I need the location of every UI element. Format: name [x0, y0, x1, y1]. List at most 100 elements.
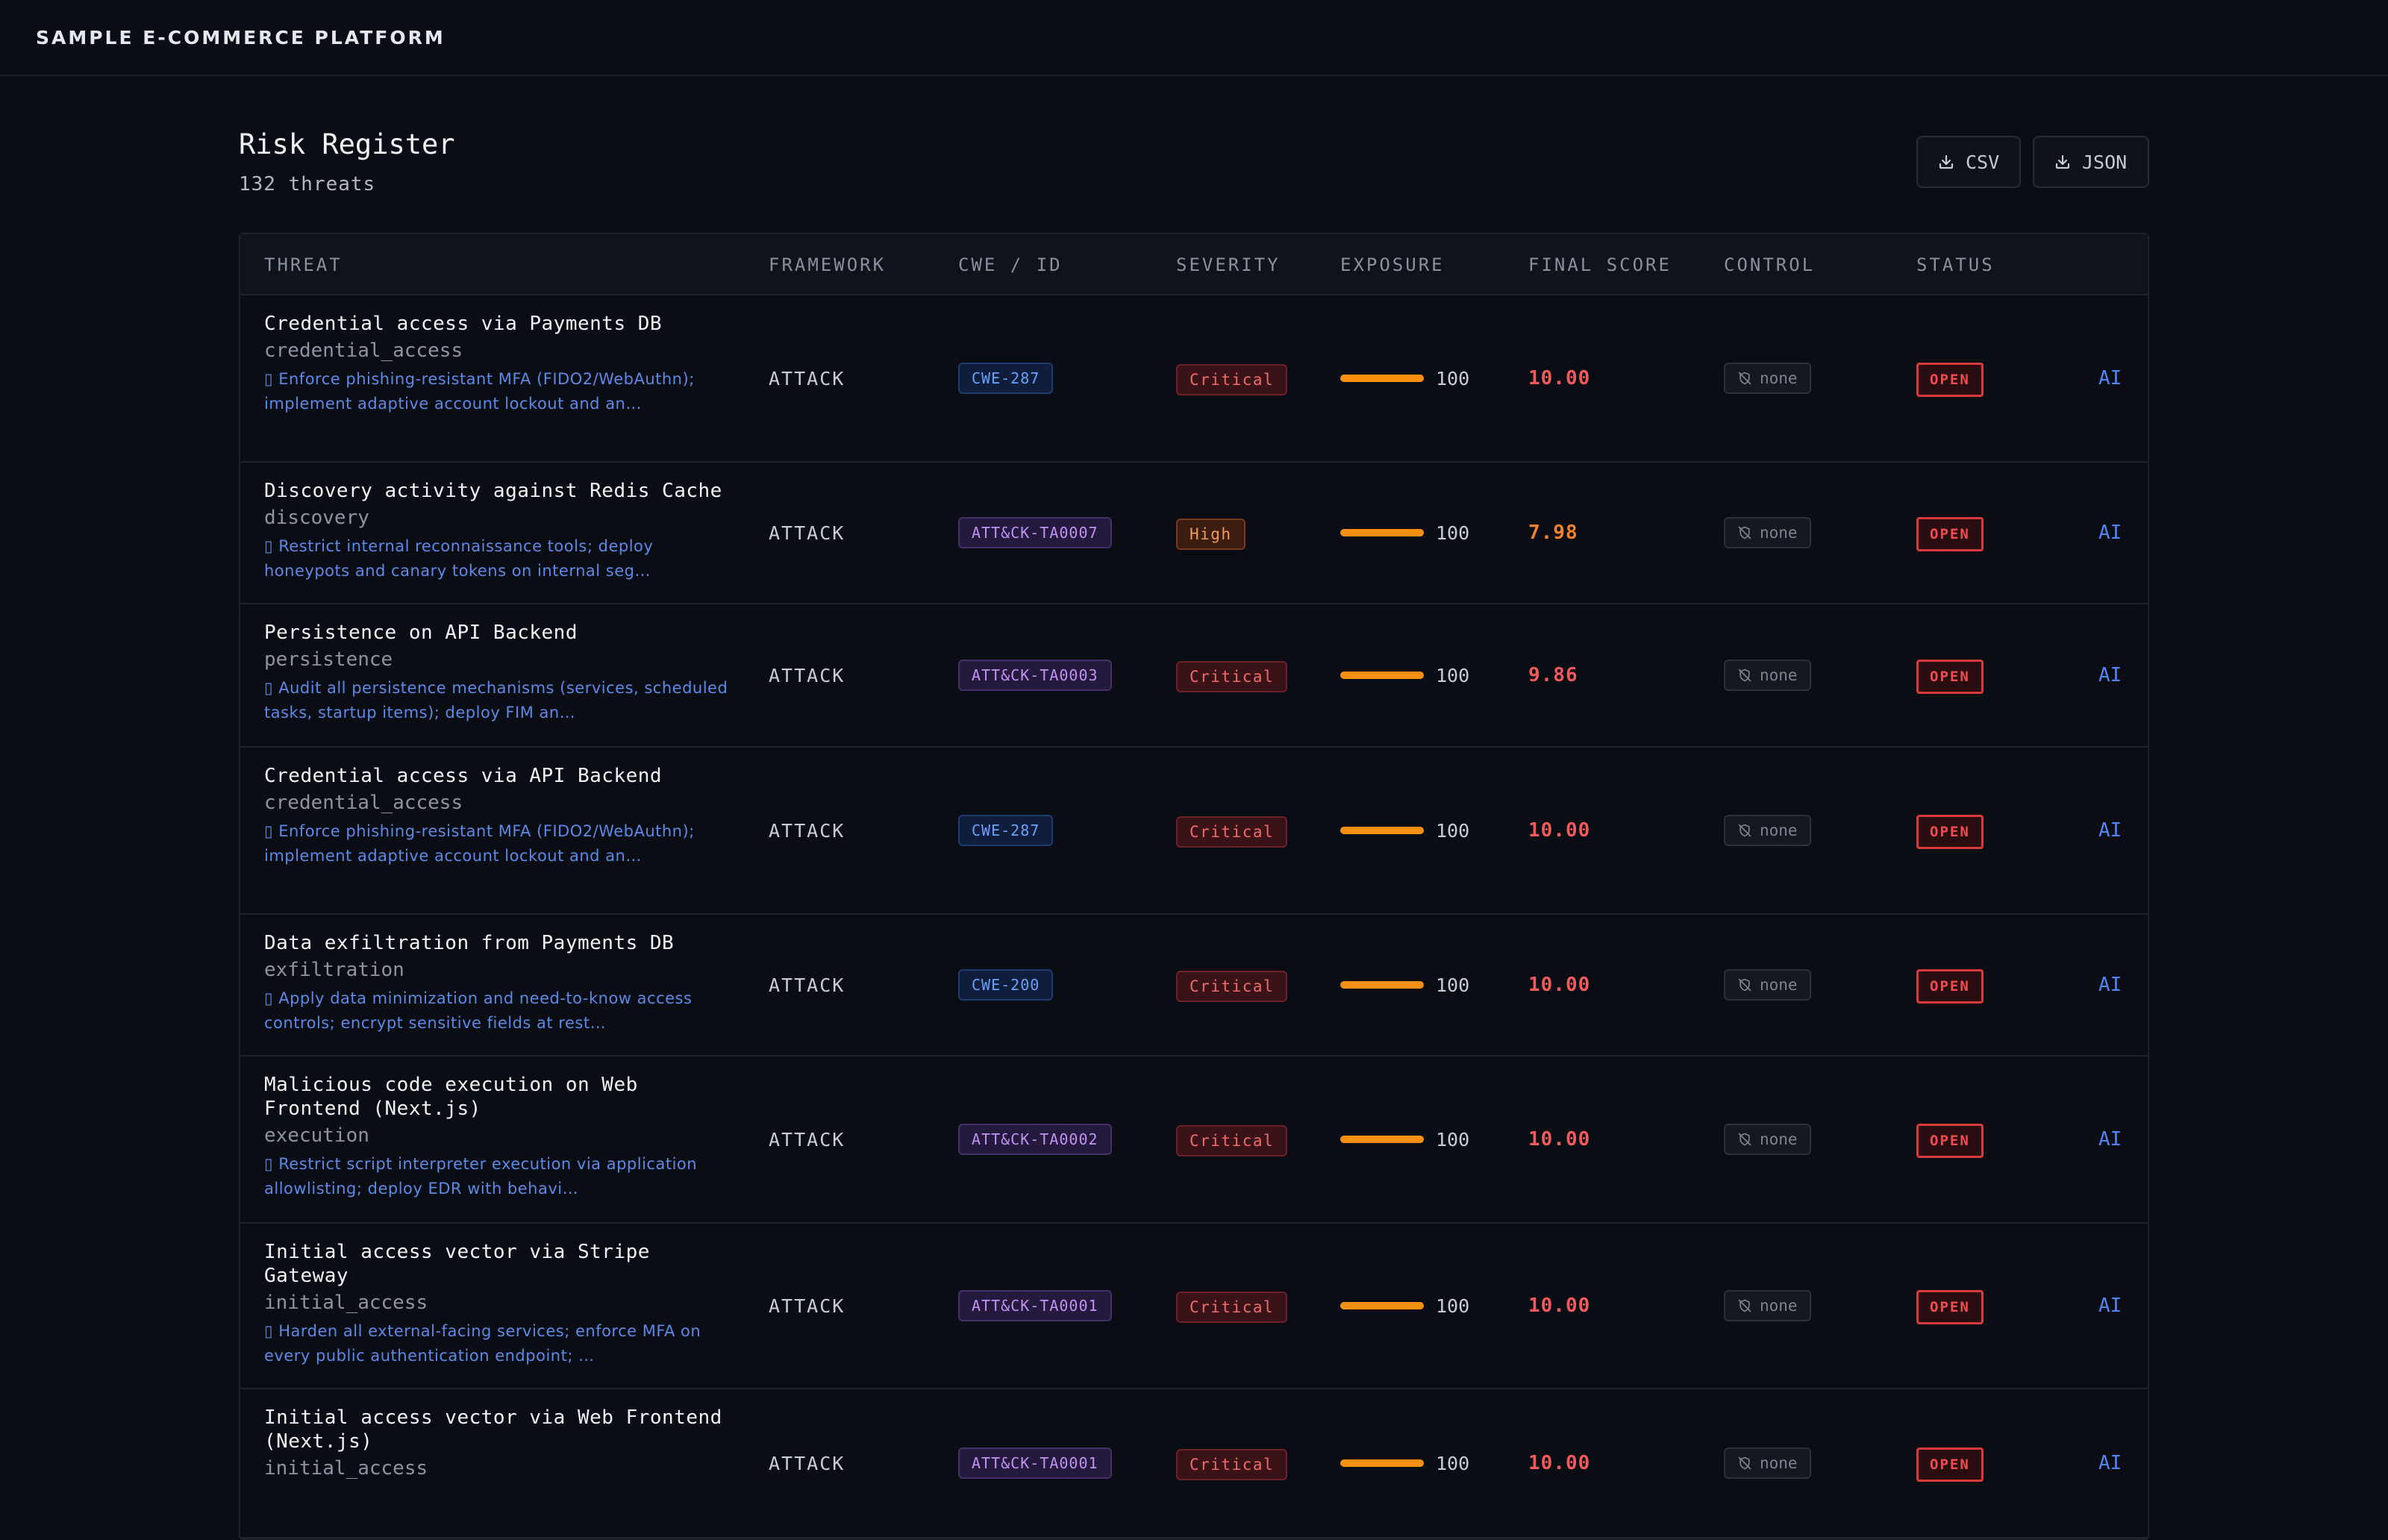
- cwe-cell: CWE-287: [958, 748, 1054, 913]
- column-header-threat[interactable]: THREAT: [264, 254, 343, 275]
- exposure-bar: [1340, 1136, 1424, 1143]
- status-badge[interactable]: OPEN: [1916, 1124, 1984, 1158]
- ai-button[interactable]: AI: [2098, 664, 2122, 686]
- severity-badge: Critical: [1176, 971, 1288, 1002]
- cwe-cell: ATT&CK-TA0001: [958, 1224, 1112, 1388]
- cwe-badge[interactable]: CWE-287: [958, 363, 1054, 394]
- table-row[interactable]: Malicious code execution on Web Frontend…: [240, 1057, 2148, 1224]
- threat-name[interactable]: Initial access vector via Stripe Gateway: [264, 1241, 650, 1287]
- column-header-cwe[interactable]: CWE / ID: [958, 254, 1063, 275]
- table-row[interactable]: Discovery activity against Redis Cache d…: [240, 463, 2148, 604]
- table-row[interactable]: Credential access via Payments DB creden…: [240, 295, 2148, 463]
- column-header-exposure[interactable]: EXPOSURE: [1340, 254, 1445, 275]
- control-label: none: [1760, 524, 1798, 542]
- status-badge[interactable]: OPEN: [1916, 363, 1984, 397]
- ai-button[interactable]: AI: [2098, 367, 2122, 389]
- ai-button[interactable]: AI: [2098, 1295, 2122, 1317]
- cwe-badge[interactable]: ATT&CK-TA0003: [958, 660, 1112, 691]
- control-cell: none: [1724, 915, 1811, 1055]
- control-badge[interactable]: none: [1724, 1124, 1811, 1155]
- severity-badge: High: [1176, 519, 1245, 550]
- status-badge[interactable]: OPEN: [1916, 1290, 1984, 1324]
- exposure-bar: [1340, 672, 1424, 679]
- column-header-framework[interactable]: FRAMEWORK: [769, 254, 887, 275]
- export-json-button[interactable]: JSON: [2033, 136, 2149, 188]
- cwe-cell: ATT&CK-TA0007: [958, 463, 1112, 603]
- ai-button[interactable]: AI: [2098, 819, 2122, 842]
- control-badge[interactable]: none: [1724, 815, 1811, 846]
- threat-cell: Initial access vector via Web Frontend (…: [264, 1406, 734, 1482]
- cwe-badge[interactable]: ATT&CK-TA0001: [958, 1447, 1112, 1479]
- control-label: none: [1760, 1297, 1798, 1315]
- control-cell: none: [1724, 604, 1811, 746]
- shield-off-icon: [1738, 978, 1751, 992]
- exposure-value: 100: [1436, 1128, 1470, 1151]
- cwe-badge[interactable]: CWE-200: [958, 969, 1054, 1001]
- cwe-badge[interactable]: ATT&CK-TA0002: [958, 1124, 1112, 1155]
- threat-name[interactable]: Discovery activity against Redis Cache: [264, 480, 722, 502]
- cwe-badge[interactable]: ATT&CK-TA0007: [958, 517, 1112, 548]
- ai-button[interactable]: AI: [2098, 974, 2122, 996]
- threat-cell: Data exfiltration from Payments DB exfil…: [264, 931, 734, 1036]
- status-badge[interactable]: OPEN: [1916, 660, 1984, 694]
- column-header-control[interactable]: CONTROL: [1724, 254, 1816, 275]
- threat-name[interactable]: Credential access via API Backend: [264, 765, 663, 787]
- shield-off-icon: [1738, 372, 1751, 385]
- threat-cell: Credential access via Payments DB creden…: [264, 312, 734, 416]
- final-score: 10.00: [1528, 367, 1591, 389]
- control-badge[interactable]: none: [1724, 363, 1811, 394]
- status-badge[interactable]: OPEN: [1916, 517, 1984, 551]
- ai-button[interactable]: AI: [2098, 1452, 2122, 1474]
- export-buttons: CSV JSON: [1916, 136, 2149, 188]
- status-badge[interactable]: OPEN: [1916, 1447, 1984, 1482]
- mitigation-hint[interactable]: ▯ Enforce phishing-resistant MFA (FIDO2/…: [264, 822, 695, 865]
- table-row[interactable]: Initial access vector via Web Frontend (…: [240, 1389, 2148, 1539]
- threat-name[interactable]: Data exfiltration from Payments DB: [264, 932, 675, 954]
- table-row[interactable]: Initial access vector via Stripe Gateway…: [240, 1224, 2148, 1389]
- cwe-cell: ATT&CK-TA0001: [958, 1389, 1112, 1537]
- threat-tactic: credential_access: [264, 339, 463, 362]
- threat-tactic: exfiltration: [264, 959, 404, 981]
- shield-off-icon: [1738, 824, 1751, 837]
- control-badge[interactable]: none: [1724, 1290, 1811, 1321]
- download-icon: [1939, 154, 1954, 169]
- threat-name[interactable]: Persistence on API Backend: [264, 622, 578, 644]
- control-badge[interactable]: none: [1724, 660, 1811, 691]
- framework-cell: ATTACK: [769, 1128, 846, 1151]
- threat-name[interactable]: Credential access via Payments DB: [264, 313, 663, 335]
- mitigation-hint[interactable]: ▯ Restrict script interpreter execution …: [264, 1155, 698, 1198]
- mitigation-hint[interactable]: ▯ Enforce phishing-resistant MFA (FIDO2/…: [264, 370, 695, 413]
- shield-off-icon: [1738, 1133, 1751, 1146]
- status-badge[interactable]: OPEN: [1916, 969, 1984, 1004]
- threat-cell: Discovery activity against Redis Cache d…: [264, 479, 734, 583]
- status-badge[interactable]: OPEN: [1916, 815, 1984, 849]
- cwe-badge[interactable]: ATT&CK-TA0001: [958, 1290, 1112, 1321]
- column-header-severity[interactable]: SEVERITY: [1176, 254, 1281, 275]
- mitigation-hint[interactable]: ▯ Audit all persistence mechanisms (serv…: [264, 679, 728, 722]
- status-cell: OPEN: [1916, 915, 1984, 1055]
- export-csv-button[interactable]: CSV: [1916, 136, 2021, 188]
- ai-button[interactable]: AI: [2098, 522, 2122, 544]
- mitigation-hint[interactable]: ▯ Harden all external-facing services; e…: [264, 1322, 701, 1365]
- threat-name[interactable]: Malicious code execution on Web Frontend…: [264, 1074, 638, 1120]
- mitigation-hint[interactable]: ▯ Apply data minimization and need-to-kn…: [264, 989, 693, 1032]
- threat-name[interactable]: Initial access vector via Web Frontend (…: [264, 1406, 722, 1453]
- table-row[interactable]: Persistence on API Backend persistence ▯…: [240, 604, 2148, 748]
- exposure-value: 100: [1436, 974, 1470, 996]
- control-badge[interactable]: none: [1724, 1447, 1811, 1479]
- control-badge[interactable]: none: [1724, 517, 1811, 548]
- ai-button[interactable]: AI: [2098, 1128, 2122, 1151]
- mitigation-hint[interactable]: ▯ Restrict internal reconnaissance tools…: [264, 537, 654, 580]
- page-header: Risk Register 132 threats CSV JSON: [239, 76, 2149, 233]
- final-score: 10.00: [1528, 1452, 1591, 1474]
- table-row[interactable]: Data exfiltration from Payments DB exfil…: [240, 915, 2148, 1057]
- severity-cell: Critical: [1176, 604, 1288, 746]
- control-cell: none: [1724, 1224, 1811, 1388]
- control-badge[interactable]: none: [1724, 969, 1811, 1001]
- cwe-badge[interactable]: CWE-287: [958, 815, 1054, 846]
- table-row[interactable]: Credential access via API Backend creden…: [240, 748, 2148, 915]
- final-score: 7.98: [1528, 522, 1578, 544]
- column-header-final-score[interactable]: FINAL SCORE: [1528, 254, 1672, 275]
- column-header-status[interactable]: STATUS: [1916, 254, 1995, 275]
- exposure-value: 100: [1436, 664, 1470, 686]
